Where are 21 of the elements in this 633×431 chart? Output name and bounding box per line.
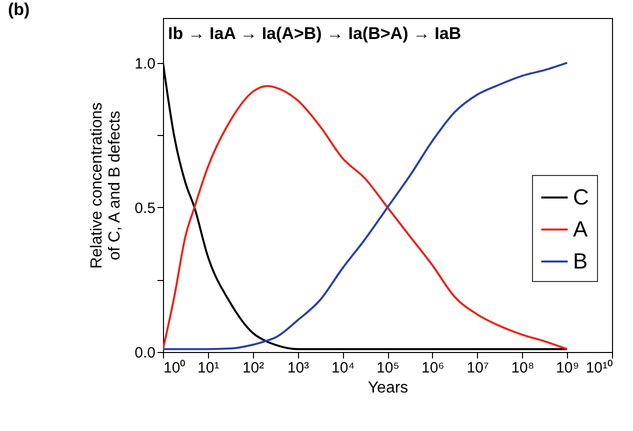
legend-label: C xyxy=(573,184,589,210)
y-tick-label: 1.0 xyxy=(134,55,156,72)
x-tick-label: 10⁵ xyxy=(376,360,400,376)
x-tick-label: 10⁸ xyxy=(511,360,534,376)
x-tick-label: 10⁷ xyxy=(466,360,489,376)
y-axis-title: Relative concentrations of C, A and B defects xyxy=(88,102,124,269)
annotation: Ib → IaA → Ia(A>B) → Ia(B>A) → IaB xyxy=(168,24,462,43)
legend-label: A xyxy=(573,216,588,242)
y-tick-label: 0.5 xyxy=(134,200,156,217)
x-tick-label: 10⁰ xyxy=(164,360,186,376)
x-tick-label: 10¹⁰ xyxy=(586,360,612,376)
x-tick-label: 10² xyxy=(242,360,264,376)
x-tick-label: 10⁴ xyxy=(332,360,355,376)
text: (b) xyxy=(8,0,30,19)
x-tick-label: 10⁹ xyxy=(556,360,580,376)
y-tick-label: 0.0 xyxy=(134,344,156,362)
x-tick-label: 10⁶ xyxy=(421,360,444,376)
x-axis-title: Years xyxy=(368,380,408,396)
x-tick-label: 10³ xyxy=(287,360,310,376)
x-tick-label: 10¹ xyxy=(198,360,220,376)
legend-label: B xyxy=(573,248,588,274)
